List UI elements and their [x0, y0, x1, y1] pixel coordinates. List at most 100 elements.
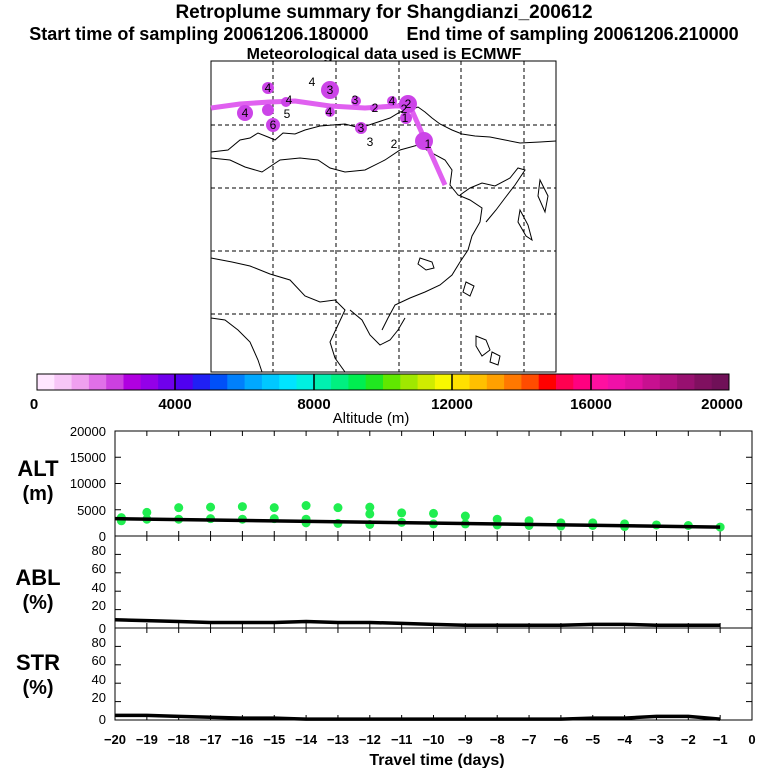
met-data-label: Meteorological data used is ECMWF	[246, 46, 522, 63]
str-ytick: 80	[92, 635, 106, 650]
map-label: 4	[265, 81, 272, 95]
map-label: 2	[391, 137, 398, 151]
str-ytick: 0	[99, 712, 106, 727]
colorbar-tick: 8000	[297, 396, 330, 413]
x-tick-labels: −20 −19 −18 −17 −16 −15 −14 −13 −12 −11 −10 −9 −8 −7−…	[104, 732, 756, 747]
x-tick-label: −13	[327, 732, 349, 747]
x-tick-label: 0	[748, 732, 755, 747]
x-tick-label: −10	[422, 732, 444, 747]
alt-ytick: 10000	[70, 476, 106, 491]
x-axis-title: Travel time (days)	[369, 752, 504, 768]
abl-series-line	[114, 617, 721, 627]
alt-point	[174, 503, 184, 513]
x-tick-label: −2	[681, 732, 696, 747]
map-label: 6	[270, 118, 277, 132]
alt-point	[365, 509, 375, 519]
colorbar-cell	[158, 374, 176, 390]
str-yunit: (%)	[22, 677, 53, 699]
map-label: 1	[425, 137, 432, 151]
colorbar-cell	[54, 374, 73, 390]
x-tick-label: −9	[458, 732, 473, 747]
colorbar-cell	[123, 374, 142, 390]
x-tick-label: −7	[522, 732, 537, 747]
colorbar-cell	[365, 374, 384, 390]
x-tick-label: −20	[104, 732, 126, 747]
x-tick-label: −5	[585, 732, 600, 747]
colorbar-cell	[469, 374, 488, 390]
str-ytick: 20	[92, 690, 106, 705]
colorbar-cell	[625, 374, 643, 390]
colorbar-cell	[192, 374, 211, 390]
map-label: 3	[367, 135, 374, 149]
start-time-label: Start time of sampling 20061206.180000	[29, 24, 369, 44]
colorbar-cell	[331, 374, 349, 390]
colorbar-cell	[296, 374, 315, 390]
x-tick-label: −6	[553, 732, 568, 747]
colorbar-tick: 20000	[701, 396, 743, 413]
colorbar-cell	[106, 374, 124, 390]
colorbar-cells	[37, 374, 730, 390]
colorbar-cell	[504, 374, 522, 390]
alt-point	[333, 503, 343, 513]
str-ytick: 40	[92, 672, 106, 687]
colorbar-cell	[642, 374, 661, 390]
colorbar-cell	[71, 374, 90, 390]
map-label: 4	[242, 106, 249, 120]
alt-point	[460, 511, 470, 521]
colorbar-label: Altitude (m)	[333, 410, 410, 427]
alt-ytick: 5000	[77, 503, 106, 518]
alt-ylabel: ALT	[17, 456, 59, 481]
colorbar-cell	[538, 374, 557, 390]
colorbar-cell	[210, 374, 228, 390]
str-ylabel: STR	[16, 650, 60, 675]
x-tick-label: −16	[231, 732, 253, 747]
colorbar-cell	[417, 374, 436, 390]
map-label: 3	[358, 121, 365, 135]
map-label: 4	[389, 94, 396, 108]
map-label: 4	[309, 75, 316, 89]
colorbar-cell	[37, 374, 55, 390]
colorbar-cell	[452, 374, 470, 390]
colorbar-cell	[279, 374, 297, 390]
colorbar-cell	[556, 374, 574, 390]
map-label: 3	[327, 83, 334, 97]
alt-point	[397, 508, 407, 518]
abl-panel-frame	[114, 535, 753, 629]
alt-ytick: 20000	[70, 424, 106, 439]
colorbar-cell	[607, 374, 626, 390]
abl-yunit: (%)	[22, 592, 53, 614]
coastlines	[210, 106, 557, 373]
chart-title: Retroplume summary for Shangdianzi_20061…	[175, 2, 593, 23]
x-tick-label: −15	[263, 732, 285, 747]
colorbar-tick: 4000	[158, 396, 191, 413]
map-label: 2	[372, 101, 379, 115]
x-tick-label: −4	[617, 732, 633, 747]
colorbar-cell	[348, 374, 367, 390]
x-tick-label: −11	[391, 732, 412, 747]
x-tick-label: −8	[490, 732, 505, 747]
colorbar-cell	[677, 374, 695, 390]
colorbar-cell	[521, 374, 540, 390]
colorbar-cell	[244, 374, 263, 390]
str-panel-frame	[114, 627, 753, 721]
colorbar-tick: 0	[30, 396, 38, 413]
colorbar-cell	[590, 374, 609, 390]
alt-yunit: (m)	[22, 483, 53, 505]
series-lines	[114, 516, 721, 721]
map-label: 3	[352, 93, 359, 107]
colorbar-cell	[175, 374, 194, 390]
abl-ylabel: ABL	[15, 565, 60, 590]
x-tick-label: −14	[295, 732, 318, 747]
alt-ytick: 15000	[70, 450, 106, 465]
colorbar-tick: 12000	[431, 396, 473, 413]
colorbar-cell	[313, 374, 332, 390]
colorbar-cell	[261, 374, 280, 390]
colorbar-cell	[400, 374, 419, 390]
colorbar-cell	[227, 374, 246, 390]
map-label: 1	[402, 111, 409, 125]
str-series-line	[115, 713, 721, 721]
colorbar-cell	[140, 374, 159, 390]
abl-ytick: 0	[99, 621, 106, 636]
colorbar-cell	[694, 374, 713, 390]
